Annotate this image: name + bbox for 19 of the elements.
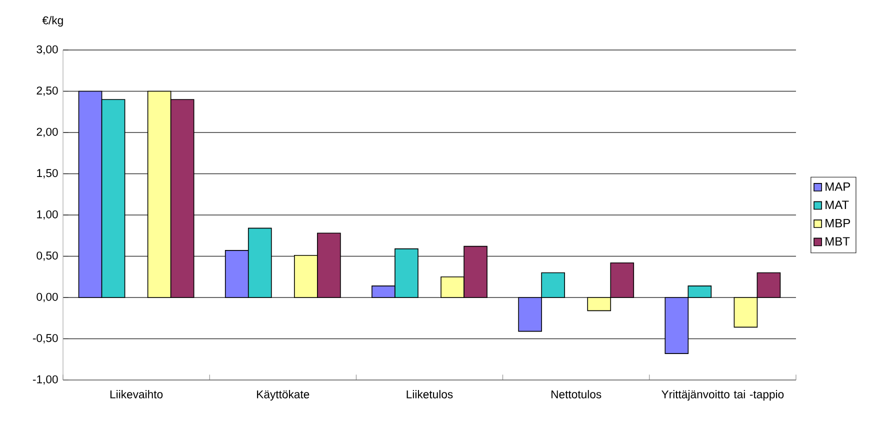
- legend-label: MBT: [826, 237, 850, 246]
- legend-label: MAP: [826, 182, 850, 191]
- y-tick-label: 0,00: [36, 292, 58, 302]
- y-axis-title: €/kg: [42, 16, 63, 27]
- legend-label: MBP: [826, 218, 850, 228]
- x-tick-label: Yrittäjänvoitto tai -tappio: [662, 390, 784, 401]
- y-tick-label: -0,50: [32, 334, 58, 344]
- y-tick-label: 1,50: [37, 169, 58, 178]
- y-tick-label: 1,00: [37, 210, 58, 220]
- y-tick-label: 0,50: [36, 252, 58, 261]
- x-tick-label: Nettotulos: [552, 390, 602, 398]
- y-tick-label: -1,00: [32, 375, 58, 385]
- x-tick-label: Liikevaihto: [110, 390, 163, 398]
- y-tick-label: 2,00: [36, 128, 58, 138]
- x-tick-label: Käyttökate: [257, 390, 310, 401]
- legend-label: MAT: [826, 200, 849, 209]
- y-tick-label: 3,00: [36, 45, 58, 55]
- x-tick-label: Liiketulos: [406, 390, 453, 398]
- y-tick-label: 2,50: [36, 86, 58, 96]
